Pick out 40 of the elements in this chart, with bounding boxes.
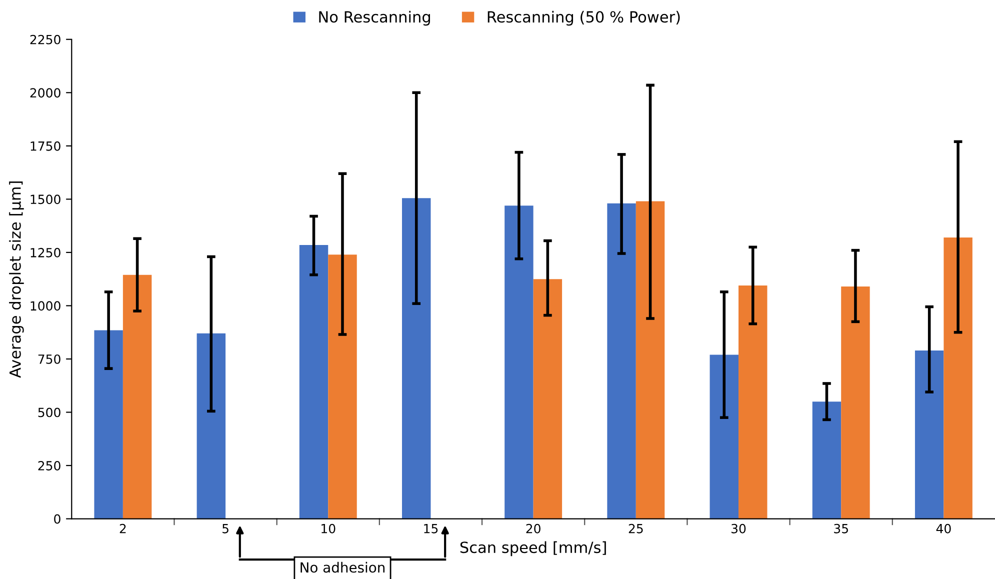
x-tick-label: 15 bbox=[424, 524, 438, 534]
bar bbox=[914, 350, 944, 519]
x-tick-label: 2 bbox=[120, 524, 126, 534]
text: No adhesion bbox=[300, 562, 384, 573]
bar bbox=[841, 286, 870, 519]
y-axis-title: Average droplet size [µm] bbox=[9, 182, 24, 378]
y-tick-label: 1000 bbox=[30, 301, 60, 311]
x-tick-label: 20 bbox=[526, 524, 540, 534]
x-axis-title: Scan speed [mm/s] bbox=[460, 541, 606, 556]
x-tick-label: 30 bbox=[732, 524, 746, 534]
bar bbox=[196, 333, 226, 519]
bar bbox=[533, 279, 562, 519]
bar bbox=[636, 201, 665, 519]
bar bbox=[812, 402, 842, 519]
bar bbox=[738, 285, 768, 519]
bar bbox=[944, 238, 972, 519]
y-tick-label: 750 bbox=[38, 354, 60, 364]
y-tick-label: 500 bbox=[38, 408, 60, 418]
y-tick-label: 1250 bbox=[30, 248, 60, 258]
legend-label: Rescanning (50 % Power) bbox=[488, 10, 680, 26]
y-tick-label: 2250 bbox=[30, 34, 60, 44]
bar bbox=[328, 254, 357, 519]
y-tick-label: 1500 bbox=[30, 194, 60, 204]
y-tick-label: 250 bbox=[38, 460, 60, 470]
x-tick-label: 35 bbox=[834, 524, 848, 534]
y-tick-label: 2000 bbox=[30, 88, 60, 98]
bar bbox=[607, 203, 636, 519]
bar bbox=[402, 198, 431, 519]
y-tick-label: 1750 bbox=[30, 141, 60, 151]
bar bbox=[299, 244, 328, 519]
bar bbox=[122, 274, 152, 519]
x-tick-label: 40 bbox=[936, 524, 951, 534]
legend-label: No Rescanning bbox=[319, 10, 430, 26]
bar bbox=[710, 354, 739, 519]
x-tick-label: 25 bbox=[628, 524, 643, 534]
bar bbox=[94, 330, 123, 519]
bar bbox=[504, 206, 534, 519]
x-tick-label: 5 bbox=[222, 524, 228, 534]
x-tick-label: 10 bbox=[322, 524, 336, 534]
y-tick-label: 0 bbox=[54, 514, 60, 524]
